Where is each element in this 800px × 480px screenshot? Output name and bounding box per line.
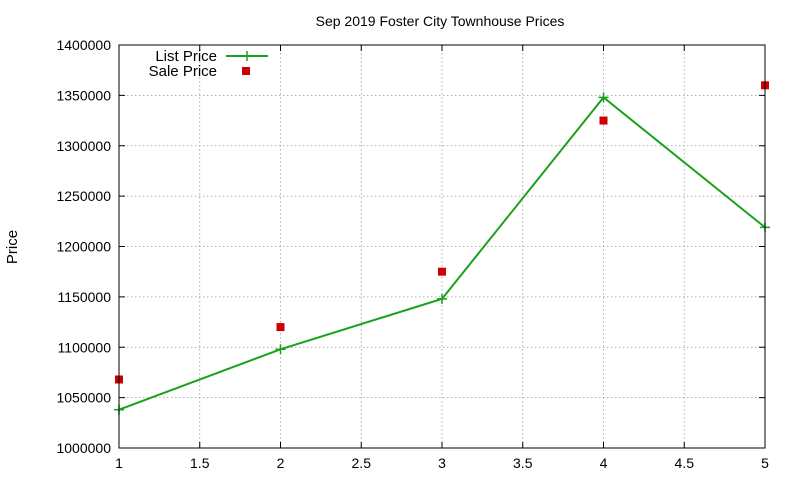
y-tick-label: 1050000 — [56, 390, 111, 406]
x-tick-label: 5 — [761, 455, 769, 471]
x-tick-label: 3 — [438, 455, 446, 471]
x-tick-label: 4 — [600, 455, 608, 471]
x-axis-ticks: 1 1.5 2 2.5 3 3.5 4 4.5 5 — [115, 45, 769, 471]
legend-swatch-sale-price — [242, 67, 250, 75]
list-price-point — [598, 92, 609, 103]
chart-title: Sep 2019 Foster City Townhouse Prices — [316, 13, 565, 29]
x-tick-label: 2.5 — [352, 455, 372, 471]
legend-label-sale-price: Sale Price — [149, 63, 217, 80]
sale-price-point — [599, 116, 608, 125]
list-price-point — [275, 344, 286, 355]
y-tick-label: 1000000 — [56, 440, 111, 456]
x-tick-label: 1 — [115, 455, 123, 471]
list-price-point — [437, 293, 447, 304]
x-tick-label: 4.5 — [675, 455, 695, 471]
y-tick-label: 1350000 — [56, 87, 111, 103]
x-tick-label: 2 — [277, 455, 285, 471]
y-tick-label: 1300000 — [56, 138, 111, 154]
legend-label-list-price: List Price — [155, 48, 217, 65]
y-tick-label: 1200000 — [56, 239, 111, 255]
sale-price-point — [276, 323, 285, 332]
y-tick-label: 1150000 — [58, 289, 112, 305]
sale-price-point — [438, 267, 446, 276]
y-axis-label: Price — [4, 230, 21, 264]
y-tick-label: 1250000 — [56, 188, 111, 204]
x-tick-label: 1.5 — [190, 455, 210, 471]
y-tick-label: 1100000 — [58, 339, 112, 355]
y-tick-label: 1400000 — [56, 37, 111, 53]
series-layer — [114, 81, 770, 415]
x-tick-label: 3.5 — [513, 455, 533, 471]
plot-frame — [118, 44, 766, 449]
grid-lines — [119, 45, 765, 448]
y-axis-ticks: 1000000 1050000 1100000 1150000 1200000 12500… — [56, 37, 765, 456]
